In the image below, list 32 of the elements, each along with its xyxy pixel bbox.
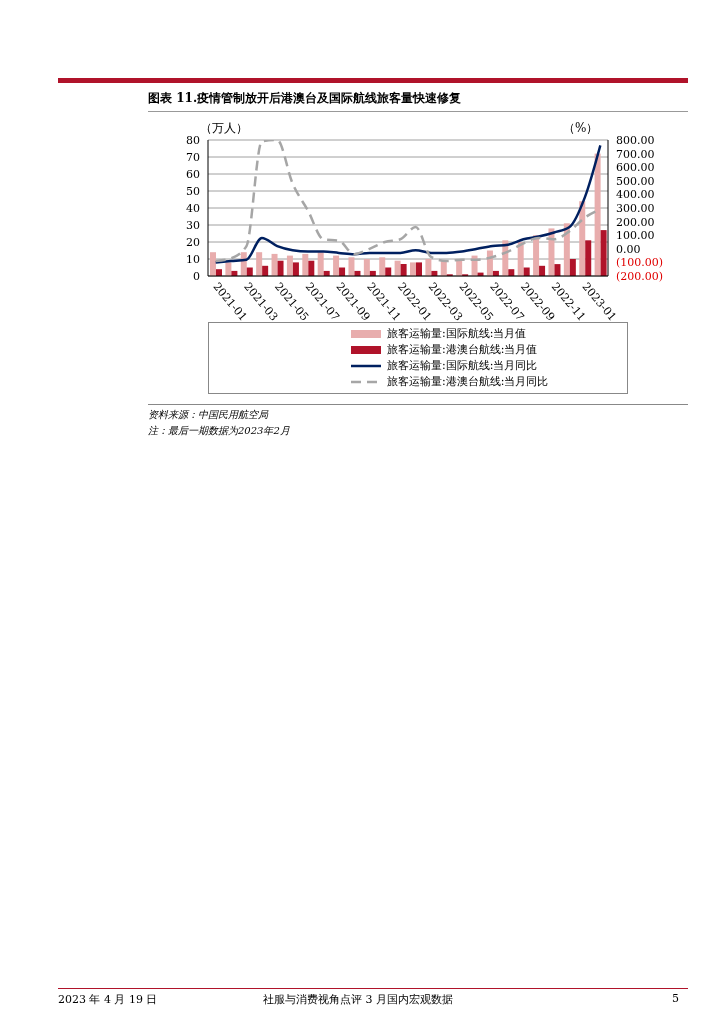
text: 注：最后一期数据为2023年2月: [148, 424, 290, 438]
text: 资料来源：中国民用航空局: [148, 408, 268, 422]
text: 5: [672, 992, 679, 1005]
legend-label: 旅客运输量:国际航线:当月值: [387, 326, 527, 342]
y2-tick-label: (200.00): [616, 270, 664, 283]
y2-tick-label: 0.00: [616, 242, 641, 256]
y-tick-label: 80: [186, 133, 200, 147]
text: 社服与消费视角点评 3 月国内宏观数据: [263, 992, 453, 1007]
y-tick-label: 60: [186, 167, 200, 181]
chart-title: 图表 11.疫情管制放开后港澳台及国际航线旅客量快速修复: [148, 90, 688, 112]
y2-tick-label: 500.00: [616, 174, 655, 188]
text: 2023 年 4 月 19 日: [58, 992, 158, 1007]
y2-tick-label: 800.00: [616, 134, 655, 147]
y-tick-label: 40: [186, 201, 200, 215]
y2-axis-title: （%）: [563, 120, 599, 137]
legend-label: 旅客运输量:国际航线:当月同比: [387, 358, 538, 374]
y2-tick-label: 400.00: [616, 188, 655, 202]
y2-tick-label: 200.00: [616, 215, 655, 229]
y2-tick-label: (100.00): [616, 256, 664, 270]
y-tick-label: 0: [193, 269, 200, 283]
y2-tick-label: 100.00: [616, 229, 655, 243]
legend-label: 旅客运输量:港澳台航线:当月值: [387, 342, 538, 358]
y-tick-label: 20: [186, 235, 200, 249]
y2-tick-label: 300.00: [616, 202, 655, 215]
y-axis-title: （万人）: [200, 120, 248, 137]
y-tick-label: 10: [186, 252, 200, 266]
y2-tick-label: 600.00: [616, 161, 655, 175]
y-tick-label: 50: [186, 184, 200, 198]
legend-label: 旅客运输量:港澳台航线:当月同比: [387, 374, 549, 390]
y-tick-label: 70: [186, 150, 200, 164]
y-tick-label: 30: [186, 218, 200, 232]
y2-tick-label: 700.00: [616, 147, 655, 161]
